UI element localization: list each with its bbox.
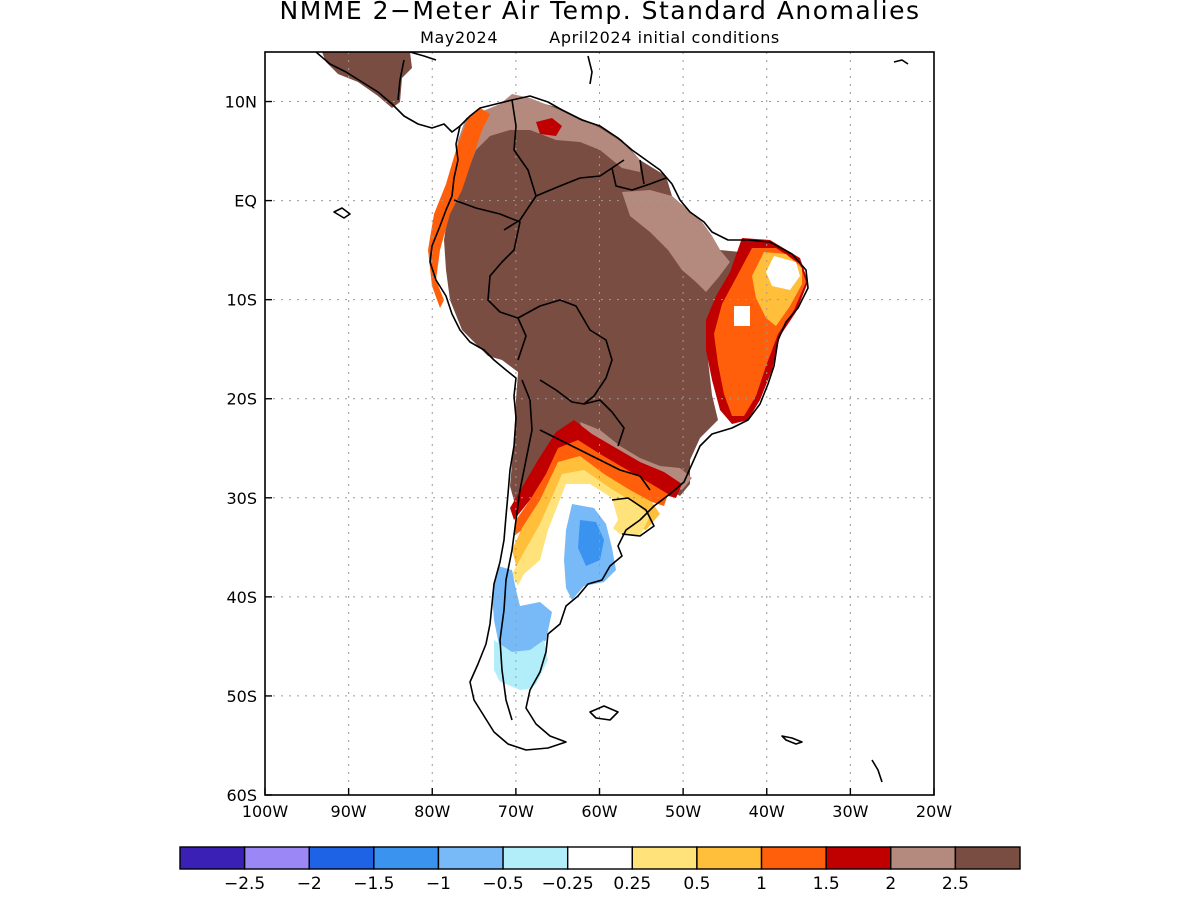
colorbar-swatch [243,846,310,870]
coastline-tobago [587,55,593,85]
border-uruguay [611,497,655,537]
colorbar-swatch [696,846,763,870]
lon-tick-label: 90W [331,802,367,821]
border-bolivia-paraguay [539,379,625,447]
colorbar-label: 1.5 [813,874,840,894]
lon-tick-label: 100W [242,802,289,821]
shade-light-brown-east [622,190,730,292]
colorbar-swatch [825,846,892,870]
border-colombia-peru [453,199,527,361]
colorbar-swatch [437,846,504,870]
colorbar-label: −0.5 [482,874,523,894]
colorbar-label: −1.5 [353,874,394,894]
lat-tick-label: 10S [226,291,257,310]
border-brazil-bolivia [517,299,613,405]
colorbar-swatch [502,846,569,870]
shade-south-red-band [510,420,682,520]
border-chile-argentina [499,379,533,721]
coastline-south-sandwich [871,759,883,783]
shade-patagonia-light-blue [492,566,552,660]
colorbar-label: 0.5 [683,874,710,894]
lat-tick-label: 50S [226,687,257,706]
shade-light-brown-north [454,94,640,186]
coastline-central-america [315,52,461,133]
shade-central-america [322,52,412,108]
lat-tick-label: 20S [226,390,257,409]
lat-tick-label: 60S [226,786,257,805]
colorbar-swatch [373,846,440,870]
shade-ne-brazil-patch [734,306,750,326]
lat-tick-label: 10N [225,93,257,112]
lon-tick-label: 70W [498,802,534,821]
shade-south-gold-band [512,456,660,572]
lon-tick-label: 20W [916,802,952,821]
shade-south-orange-band [514,440,668,536]
colorbar-label: −0.25 [542,874,594,894]
lat-tick-label: 40S [226,588,257,607]
border-argentina-paraguay [539,429,651,491]
colorbar-label: 2 [885,874,896,894]
colorbar-label: −2 [297,874,322,894]
lat-tick-label: 30S [226,489,257,508]
colorbar-swatch [890,846,957,870]
anomaly-field [322,52,808,722]
colorbar-label: 1 [756,874,767,894]
target-month: May2024 [420,28,499,47]
border-guianas [611,159,667,191]
coastline-galapagos [333,207,351,219]
lon-tick-label: 80W [414,802,450,821]
lat-tick-label: EQ [234,192,257,211]
colorbar-swatch [179,846,246,870]
lon-tick-label: 30W [832,802,868,821]
colorbar-swatch [566,846,634,870]
colorbar-swatch [954,846,1021,870]
coastlines [315,52,909,783]
colorbar-label: 2.5 [942,874,969,894]
coastline-falklands [589,705,619,721]
shade-caribbean-red [536,118,562,136]
colorbar-swatch [631,846,698,870]
map-subtitle: May2024 April2024 initial conditions [0,28,1200,47]
coastline-south-georgia [781,735,803,745]
lon-tick-label: 60W [581,802,617,821]
lon-tick-label: 50W [665,802,701,821]
border-venezuela-brazil [535,159,625,197]
colorbar-swatch [308,846,375,870]
initial-conditions: April2024 initial conditions [549,28,780,47]
shade-ne-brazil-white [766,256,800,290]
border-colombia-venezuela [503,99,537,231]
lon-tick-label: 40W [749,802,785,821]
coastline-south-america [429,95,809,751]
shade-nw-coast-orange [428,108,490,308]
shade-argentina-mid-blue [578,520,604,566]
coastline-cape-verde-islands [893,59,909,65]
coastline-cuba [409,52,437,61]
colorbar-swatch [760,846,827,870]
colorbar-label: 0.25 [613,874,651,894]
map-title: NMME 2−Meter Air Temp. Standard Anomalie… [279,0,921,25]
colorbar-label: −1 [426,874,451,894]
colorbar-label: −2.5 [224,874,265,894]
colorbar: −2.5 −2 −1.5 −1 −0.5 −0.25 0.25 0.5 1 1.5 2 2.5 [179,846,1021,894]
axis-ticks: 100W 90W 80W 70W 60W 50W 40W 30W 20W 10N EQ 10S 20S 3… [225,93,953,821]
